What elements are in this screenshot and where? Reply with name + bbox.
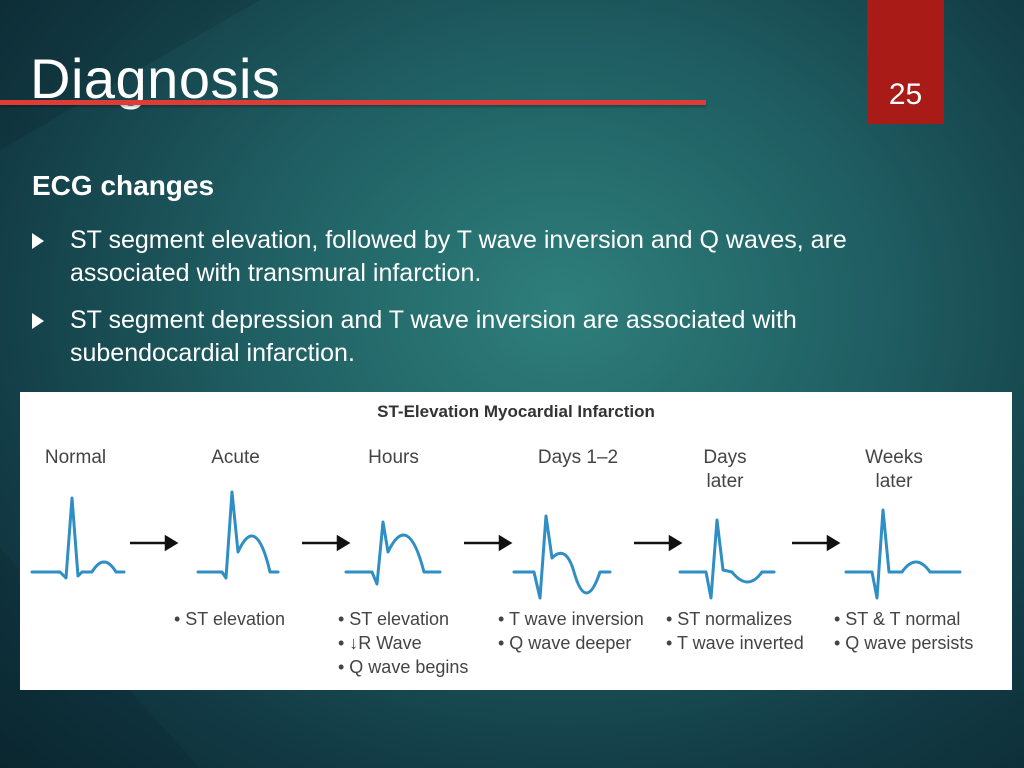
ecg-trace-hours: [344, 520, 442, 586]
ecg-trace-days-1-2: [512, 514, 612, 600]
bullet-text: ST segment elevation, followed by T wave…: [70, 226, 847, 287]
arrow-right-icon: [464, 534, 513, 552]
stage-note: • ST normalizes: [666, 609, 793, 629]
arrow-right-icon: [792, 534, 841, 552]
ecg-trace-normal: [30, 496, 126, 580]
arrow-right-icon: [302, 534, 351, 552]
stage-label-days-later: Days later: [703, 447, 747, 492]
arrow-right-icon: [634, 534, 683, 552]
stage-note: • Q wave begins: [338, 657, 469, 677]
stage-note: • T wave inversion: [498, 609, 644, 629]
stage-note: • ST elevation: [338, 609, 450, 629]
stemi-ecg-figure: ST-Elevation Myocardial Infarction: [20, 392, 1012, 690]
stage-label-normal: Normal: [44, 447, 107, 468]
stage-label-weeks-later: Weeks later: [865, 447, 923, 492]
stage-note: • ST elevation: [174, 609, 286, 629]
triangle-bullet-icon: [32, 233, 44, 249]
ecg-trace-days-later: [678, 518, 776, 600]
bullet-list: ST segment elevation, followed by T wave…: [32, 224, 912, 384]
slide-title: Diagnosis: [30, 47, 281, 110]
stage-label-acute: Acute: [211, 447, 260, 468]
arrow-right-icon: [130, 534, 179, 552]
title-underline: [0, 100, 706, 105]
bullet-item: ST segment depression and T wave inversi…: [32, 304, 912, 370]
stage-note: • Q wave persists: [834, 633, 974, 653]
section-subheading: ECG changes: [32, 170, 215, 201]
slide-number-badge: 25: [867, 0, 944, 124]
bullet-text: ST segment depression and T wave inversi…: [70, 306, 797, 367]
stage-note: • T wave inverted: [666, 633, 804, 653]
slide-number: 25: [888, 78, 923, 111]
stage-note: • Q wave deeper: [498, 633, 632, 653]
stage-label-hours: Hours: [368, 447, 419, 468]
bullet-item: ST segment elevation, followed by T wave…: [32, 224, 912, 290]
triangle-bullet-icon: [32, 313, 44, 329]
background-shade-top: [0, 0, 260, 150]
ecg-diagram: [30, 490, 962, 600]
ecg-trace-acute: [196, 490, 280, 580]
figure-title: ST-Elevation Myocardial Infarction: [377, 402, 655, 421]
stage-note: • ↓R Wave: [338, 633, 422, 653]
stage-note: • ST & T normal: [834, 609, 961, 629]
ecg-trace-weeks-later: [844, 508, 962, 600]
stage-label-days-1-2: Days 1–2: [537, 447, 619, 468]
